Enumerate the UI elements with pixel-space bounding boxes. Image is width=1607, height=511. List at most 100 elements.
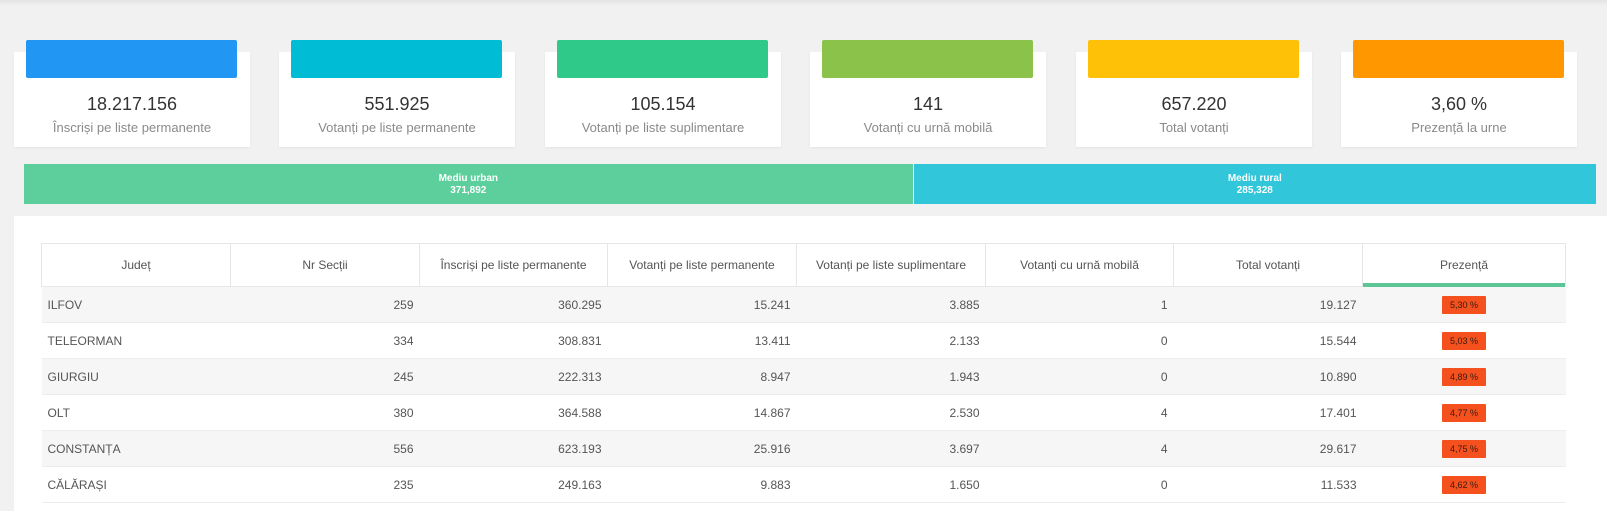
card-urna-mobila: 141 Votanți cu urnă mobilă (810, 40, 1046, 147)
prezenta-badge: 4,77 % (1442, 403, 1486, 422)
cell-total: 15.544 (1173, 322, 1363, 359)
cell-total: 17.401 (1173, 394, 1363, 431)
card-total-votanti: 657.220 Total votanți (1076, 40, 1312, 147)
card-value: 141 (912, 94, 944, 114)
card-label: Total votanți (1159, 120, 1229, 135)
rural-value: 285,328 (1236, 185, 1273, 196)
cell-total: 11.533 (1173, 466, 1363, 503)
table-row: CONSTANȚA 556 623.193 25.916 3.697 4 29.617 4,7… (41, 430, 1566, 467)
cell-votanti-permanente: 8.947 (607, 358, 797, 395)
prezenta-badge: 4,62 % (1442, 475, 1486, 494)
table-row: CĂLĂRAȘI 235 249.163 9.883 1.650 0 11.533 4,62 … (41, 466, 1566, 503)
cell-sectii: 259 (230, 286, 420, 323)
column-header-inscrisi[interactable]: Înscriși pe liste permanente (419, 243, 608, 287)
cell-judet: OLT (41, 394, 231, 431)
card-color-bar (1353, 40, 1564, 78)
cell-sectii: 245 (230, 358, 420, 395)
column-header-total[interactable]: Total votanți (1173, 243, 1363, 287)
cell-sectii: 556 (230, 430, 420, 467)
card-label: Votanți pe liste suplimentare (581, 120, 745, 135)
cell-urna-mobila: 1 (985, 286, 1174, 323)
cell-inscrisi: 249.163 (419, 466, 608, 503)
card-color-bar (822, 40, 1033, 78)
cell-inscrisi: 364.588 (419, 394, 608, 431)
card-prezenta: 3,60 % Prezență la urne (1341, 40, 1577, 147)
card-label: Votanți cu urnă mobilă (863, 120, 993, 135)
card-label: Înscriși pe liste permanente (52, 120, 212, 135)
cell-urna-mobila: 4 (985, 430, 1174, 467)
cell-total: 29.617 (1173, 430, 1363, 467)
cell-prezenta: 5,03 % (1362, 322, 1566, 359)
cell-prezenta: 4,89 % (1362, 358, 1566, 395)
cell-votanti-suplimentare: 3.885 (796, 286, 986, 323)
cell-total: 10.890 (1173, 358, 1363, 395)
urban-value: 371,892 (450, 185, 487, 196)
table-row: GIURGIU 245 222.313 8.947 1.943 0 10.890 4,89 % (41, 358, 1566, 395)
column-header-judet[interactable]: Județ (41, 243, 231, 287)
card-value: 105.154 (630, 94, 696, 114)
table-row: TELEORMAN 334 308.831 13.411 2.133 0 15.544 5,0… (41, 322, 1566, 359)
cell-urna-mobila: 0 (985, 322, 1174, 359)
column-header-prezenta[interactable]: Prezență (1362, 243, 1566, 288)
cell-urna-mobila: 0 (985, 466, 1174, 503)
card-votanti-permanente: 551.925 Votanți pe liste permanente (279, 40, 515, 147)
cell-judet: TELEORMAN (41, 322, 231, 359)
urban-segment: Mediu urban 371,892 (24, 164, 914, 204)
prezenta-badge: 4,75 % (1442, 439, 1486, 458)
cell-votanti-permanente: 14.867 (607, 394, 797, 431)
card-value: 551.925 (364, 94, 430, 114)
top-shadow (0, 0, 1607, 6)
cell-votanti-permanente: 13.411 (607, 322, 797, 359)
cell-votanti-permanente: 15.241 (607, 286, 797, 323)
card-color-bar (291, 40, 502, 78)
card-votanti-suplimentare: 105.154 Votanți pe liste suplimentare (545, 40, 781, 147)
table-row: ILFOV 259 360.295 15.241 3.885 1 19.127 5,30 % (41, 286, 1566, 323)
prezenta-badge: 5,03 % (1442, 331, 1486, 350)
card-inscrisi: 18.217.156 Înscriși pe liste permanente (14, 40, 250, 147)
cell-prezenta: 4,62 % (1362, 466, 1566, 503)
cell-prezenta: 4,77 % (1362, 394, 1566, 431)
cell-sectii: 380 (230, 394, 420, 431)
cell-votanti-suplimentare: 1.943 (796, 358, 986, 395)
cell-judet: GIURGIU (41, 358, 231, 395)
card-color-bar (1088, 40, 1299, 78)
cell-total: 19.127 (1173, 286, 1363, 323)
cell-judet: CONSTANȚA (41, 430, 231, 467)
cell-urna-mobila: 4 (985, 394, 1174, 431)
cell-sectii: 235 (230, 466, 420, 503)
cell-inscrisi: 360.295 (419, 286, 608, 323)
column-header-sectii[interactable]: Nr Secții (230, 243, 420, 287)
column-header-votanti-permanente[interactable]: Votanți pe liste permanente (607, 243, 797, 287)
cell-prezenta: 5,30 % (1362, 286, 1566, 323)
urban-label: Mediu urban (438, 173, 499, 184)
cell-votanti-suplimentare: 2.133 (796, 322, 986, 359)
rural-segment: Mediu rural 285,328 (913, 164, 1596, 204)
cell-votanti-suplimentare: 1.650 (796, 466, 986, 503)
card-label: Prezență la urne (1411, 120, 1507, 135)
card-value: 657.220 (1161, 94, 1227, 114)
cell-inscrisi: 308.831 (419, 322, 608, 359)
card-value: 18.217.156 (86, 94, 178, 114)
prezenta-badge: 5,30 % (1442, 295, 1486, 314)
cell-judet: ILFOV (41, 286, 231, 323)
cell-votanti-permanente: 25.916 (607, 430, 797, 467)
results-panel: Județ Nr Secții Înscriși pe liste perman… (14, 216, 1607, 511)
cell-prezenta: 4,75 % (1362, 430, 1566, 467)
column-header-votanti-suplimentare[interactable]: Votanți pe liste suplimentare (796, 243, 986, 287)
cell-sectii: 334 (230, 322, 420, 359)
table-row: OLT 380 364.588 14.867 2.530 4 17.401 4,77 % (41, 394, 1566, 431)
cell-inscrisi: 222.313 (419, 358, 608, 395)
summary-cards: 18.217.156 Înscriși pe liste permanente … (14, 40, 1604, 147)
rural-label: Mediu rural (1227, 173, 1282, 184)
prezenta-badge: 4,89 % (1442, 367, 1486, 386)
card-color-bar (557, 40, 768, 78)
column-header-urna-mobila[interactable]: Votanți cu urnă mobilă (985, 243, 1174, 287)
cell-urna-mobila: 0 (985, 358, 1174, 395)
cell-votanti-suplimentare: 2.530 (796, 394, 986, 431)
table-header-row: Județ Nr Secții Înscriși pe liste perman… (41, 243, 1566, 288)
cell-judet: CĂLĂRAȘI (41, 466, 231, 503)
cell-votanti-suplimentare: 3.697 (796, 430, 986, 467)
card-color-bar (26, 40, 237, 78)
cell-votanti-permanente: 9.883 (607, 466, 797, 503)
results-table: Județ Nr Secții Înscriși pe liste perman… (41, 243, 1566, 503)
